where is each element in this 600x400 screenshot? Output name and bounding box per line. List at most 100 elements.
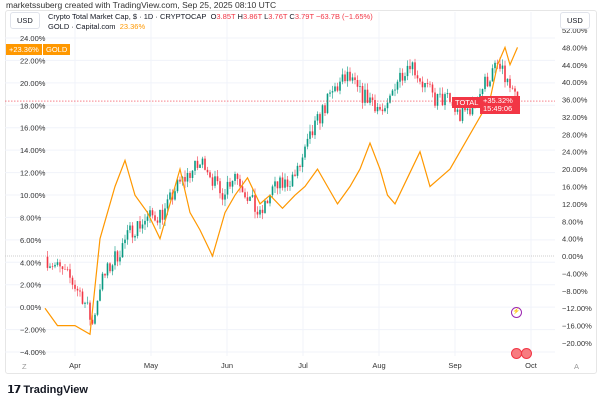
candle-body [384,108,386,112]
tradingview-logo[interactable]: 𝟭𝟳 TradingView [7,384,88,396]
candle-body [234,173,236,181]
candle-body [326,93,329,114]
candle-body [459,109,461,121]
chart-frame [5,10,597,374]
candle-body [231,180,234,187]
candle-body [96,300,99,315]
candle-body [331,91,334,93]
candle-body [349,71,351,81]
event-lightning-icon[interactable]: ⚡ [511,307,522,318]
candle-body [71,277,74,285]
low-label: L [264,12,269,21]
candle-body [494,62,496,69]
candle-body [114,251,116,266]
candle-body [449,93,451,102]
candle-body [269,195,271,204]
candle-body [164,208,166,220]
open-label: O [210,12,217,21]
left-currency-button[interactable]: USD [10,12,40,29]
candle-body [166,199,169,209]
candle-body [176,179,179,192]
zoom-reset-button[interactable]: Z [22,362,27,371]
candle-body [241,186,244,193]
candle-body [139,221,141,229]
candle-body [86,302,89,304]
candle-body [249,196,251,201]
candle-body [321,105,324,124]
gold-line [44,45,519,336]
candle-body [134,235,136,238]
candle-body [59,262,61,267]
candle-body [391,90,394,96]
candle-body [204,158,206,170]
total-countdown: 15:49:06 [483,104,513,113]
candle-body [324,105,326,114]
right-axis-label: 4.00% [562,235,584,244]
candle-body [54,264,56,267]
candle-body [236,173,239,179]
candle-body [196,160,199,168]
candle-body [461,106,464,121]
auto-scale-button[interactable]: A [574,362,580,371]
candle-body [301,157,304,168]
candle-body [169,192,171,200]
high-label: H [237,12,243,21]
candle-body [421,81,424,88]
x-tick-label: Aug [372,361,385,370]
right-axis-label: −8.00% [562,287,588,296]
candle-body [116,251,119,262]
candle-body [374,100,376,112]
candle-body [469,108,471,115]
candle-body [509,78,511,88]
candle-body [79,290,81,292]
candle-body [136,221,139,236]
right-axis-label: 40.00% [562,78,588,87]
candle-body [306,138,309,147]
candle-body [364,89,366,103]
candle-body [201,158,204,165]
candle-body [121,243,124,258]
candle-body [346,71,349,82]
candle-body [151,210,154,216]
gold-title: GOLD · Capital.com [48,22,116,31]
right-axis-label: 32.00% [562,113,588,122]
candle-body [406,65,409,77]
left-axis-label: 6.00% [20,236,42,245]
main-series-legend[interactable]: Crypto Total Market Cap, $ · 1D · CRYPTO… [48,12,373,22]
candle-body [436,94,439,106]
candle-body [441,93,444,106]
close-value: 3.79T [294,12,314,21]
candle-body [279,177,281,189]
right-currency-button[interactable]: USD [560,12,590,29]
candle-body [84,302,86,304]
total-label-tag: TOTAL [452,97,482,108]
candle-body [344,74,346,82]
high-value: 3.86T [242,12,263,21]
candle-body [174,191,176,200]
candle-body [361,86,364,103]
candle-body [251,195,254,197]
candle-body [431,84,434,93]
candle-body [311,131,314,136]
right-axis-label: 8.00% [562,217,584,226]
candle-body [51,266,54,267]
candle-body [106,263,109,276]
candle-body [381,109,384,112]
candle-body [186,172,189,182]
left-axis-label: 0.00% [20,303,42,312]
us-flag-event-icon[interactable] [521,348,532,359]
left-axis-label: 2.00% [20,281,42,290]
candle-body [284,179,286,188]
candle-body [511,87,514,89]
candle-body [369,97,371,103]
candle-body [489,81,491,87]
candle-body [266,200,269,204]
candle-body [339,81,341,91]
gold-series-legend[interactable]: GOLD · Capital.com 23.36% [48,22,373,32]
right-axis-label: 44.00% [562,61,588,70]
candle-body [396,81,399,90]
candle-body [416,75,419,79]
left-axis-label: 14.00% [20,146,46,155]
candle-body [161,209,164,220]
